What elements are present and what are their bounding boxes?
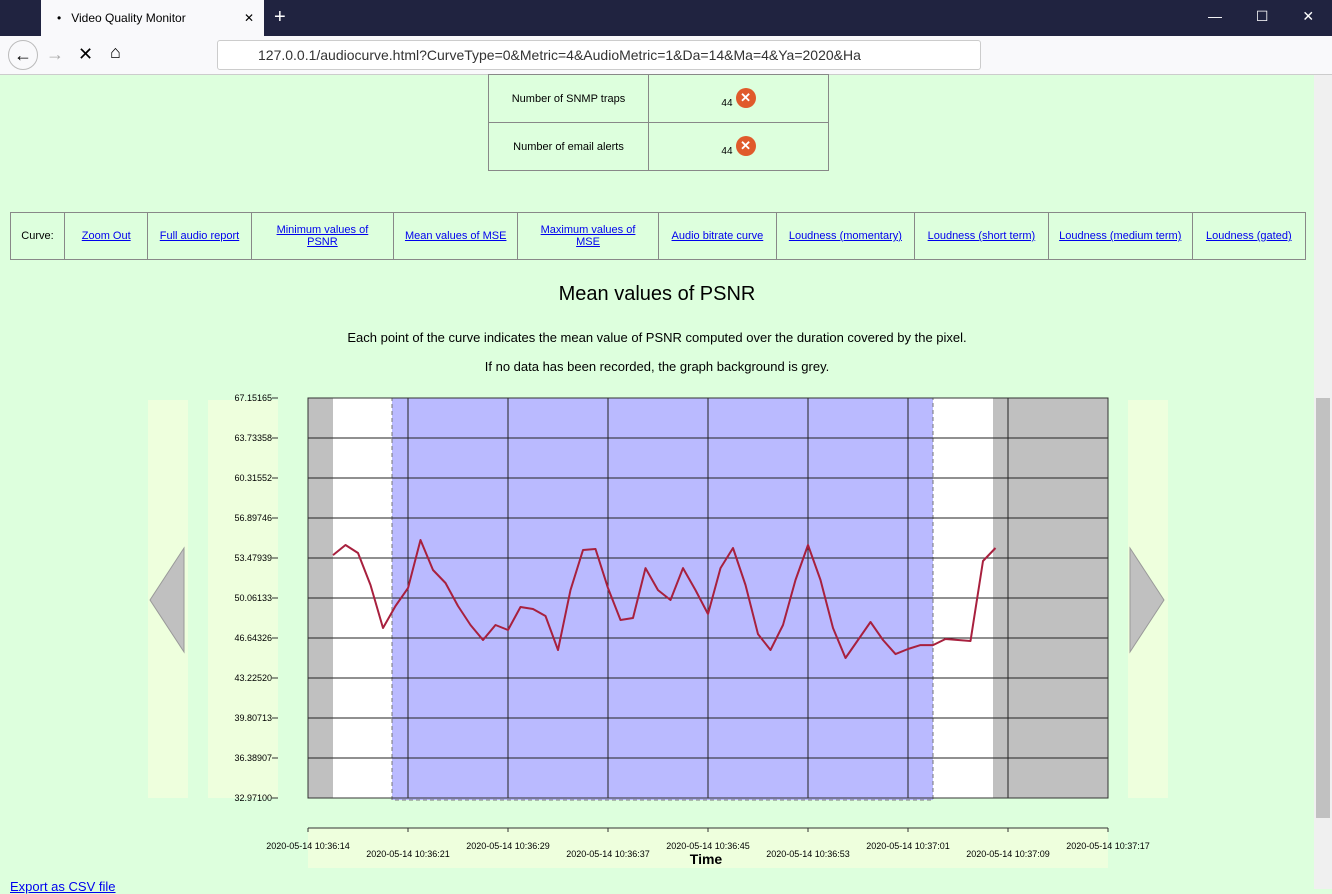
y-tick-label: 63.73358 [234,433,272,443]
menu-cell: Loudness (momentary) [775,212,915,260]
scroll-thumb[interactable] [1316,398,1330,818]
menu-cell: Maximum values of MSE [517,212,659,260]
curve-link[interactable]: Maximum values of MSE [540,224,636,248]
y-tick-label: 43.22520 [234,673,272,683]
x-tick-label: 2020-05-14 10:36:53 [766,849,850,859]
x-axis-label: Time [690,851,723,867]
curve-link[interactable]: Minimum values of PSNR [276,224,369,248]
chart-note: If no data has been recorded, the graph … [484,359,830,374]
tab-title: Video Quality Monitor [71,11,186,25]
curve-menu: Curve: Zoom Out Full audio report Minimum v… [10,212,1307,260]
new-tab[interactable]: + [274,6,286,28]
axis-panel [308,828,1108,868]
y-tick-label: 67.15165 [234,393,272,403]
curve-link[interactable]: Mean values of MSE [404,230,507,242]
y-tick-label: 56.89746 [234,513,272,523]
menu-cell: Mean values of MSE [393,212,519,260]
curve-link[interactable]: Loudness (gated) [1206,230,1292,242]
menu-cell: Minimum values of PSNR [250,212,395,260]
scroll-left-arrow[interactable] [149,546,185,654]
alert-count: 44 [721,98,733,109]
back-button[interactable]: ← [8,40,38,70]
x-tick-label: 2020-05-14 10:37:09 [966,849,1050,859]
curve-link[interactable]: Full audio report [159,230,240,242]
error-icon: ✕ [735,88,756,108]
y-tick-label: 32.97100 [234,793,272,803]
alert-count: 44 [721,146,733,157]
alert-label: Number of email alerts [488,122,649,171]
x-tick-label: 2020-05-14 10:37:17 [1066,841,1150,851]
axis-panel [208,400,278,798]
y-tick-label: 50.06133 [234,593,272,603]
curve-link[interactable]: Loudness (momentary) [788,230,902,242]
menu-cell: Loudness (short term) [913,212,1049,260]
chart-note: Each point of the curve indicates the me… [347,330,967,345]
plot-border [307,397,1109,799]
y-tick-label: 53.47939 [234,553,272,563]
x-tick-label: 2020-05-14 10:36:29 [466,841,550,851]
x-tick-label: 2020-05-14 10:37:01 [866,841,950,851]
alerts-table: Number of SNMP traps 44 ✕ Number of email… [488,74,829,171]
menu-cell: Full audio report [147,212,252,260]
menu-cell: Audio bitrate curve [657,212,777,260]
y-tick-label: 60.31552 [234,473,272,483]
tab[interactable]: • Video Quality Monitor ✕ [41,0,264,36]
data-line [332,539,997,659]
menu-cell: Loudness (gated) [1191,212,1307,260]
y-tick-label: 46.64326 [234,633,272,643]
scroll-right-arrow[interactable] [1129,546,1165,654]
home-button[interactable]: ⌂ [110,42,121,62]
menu-label: Curve: [10,212,65,260]
error-icon: ✕ [735,136,756,156]
forward-button[interactable]: → [46,44,64,64]
window-controls[interactable]: — ☐ ✕ [1208,8,1315,24]
url: 127.0.0.1/audiocurve.html?CurveType=0&Me… [258,47,861,63]
chart-title: Mean values of PSNR [558,283,756,305]
y-tick-label: 39.80713 [234,713,272,723]
x-tick-label: 2020-05-14 10:36:45 [666,841,750,851]
selection[interactable] [391,397,934,801]
stop-button[interactable]: ✕ [78,44,94,64]
curve-link[interactable]: Loudness (short term) [927,230,1036,242]
x-tick-label: 2020-05-14 10:36:14 [266,841,350,851]
x-tick-label: 2020-05-14 10:36:37 [566,849,650,859]
alert-label: Number of SNMP traps [488,74,649,123]
y-tick-label: 36.38907 [234,753,272,763]
x-tick-label: 2020-05-14 10:36:21 [366,849,450,859]
menu-cell: Loudness (medium term) [1047,212,1193,260]
curve-link[interactable]: Zoom Out [81,230,131,242]
menu-cell: Zoom Out [63,212,149,260]
curve-link[interactable]: Loudness (medium term) [1059,230,1182,242]
url-bar[interactable]: 127.0.0.1/audiocurve.html?CurveType=0&Me… [217,40,981,70]
curve-link[interactable]: Audio bitrate curve [671,230,764,242]
